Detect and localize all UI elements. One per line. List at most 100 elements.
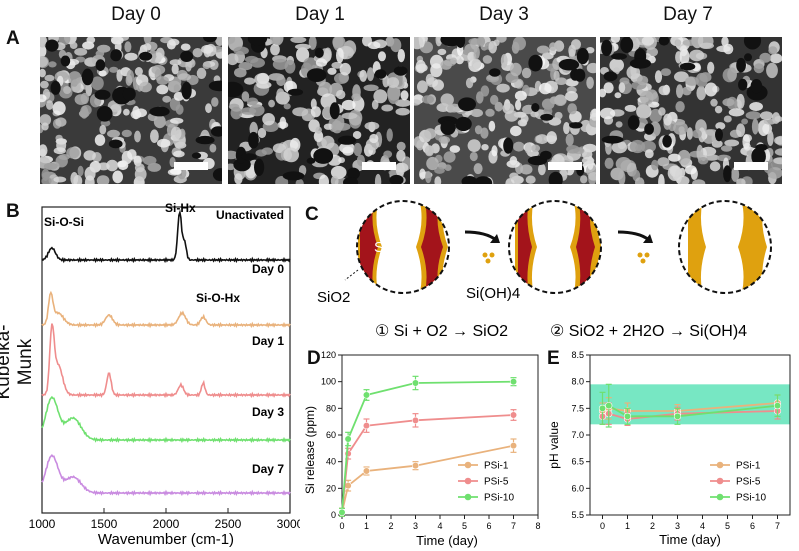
x-tick-label: 4 bbox=[437, 521, 442, 531]
sem-image-day1 bbox=[228, 37, 410, 184]
equation-2: ② SiO2 + 2H2O → Si(OH)4 bbox=[550, 323, 747, 340]
data-point bbox=[411, 416, 420, 424]
data-point bbox=[338, 508, 346, 516]
data-point bbox=[362, 422, 371, 430]
x-tick-label: 7 bbox=[511, 521, 516, 531]
y-tick-label: 20 bbox=[326, 483, 336, 493]
x-tick-label: 7 bbox=[775, 521, 780, 531]
label-sioh4: Si(OH)4 bbox=[466, 285, 520, 302]
panel-e-letter: E bbox=[547, 348, 560, 369]
x-tick-label: 0 bbox=[600, 521, 605, 531]
chart-e-ylabel: pH value bbox=[547, 421, 561, 469]
legend-label: PSi-5 bbox=[484, 477, 509, 488]
sem-image-day0 bbox=[40, 37, 222, 184]
legend-label: PSi-1 bbox=[736, 461, 761, 472]
x-tick-label: 6 bbox=[486, 521, 491, 531]
data-point bbox=[362, 467, 371, 475]
ftir-xlabel: Wavenumber (cm-1) bbox=[98, 531, 234, 548]
panel-b-letter: B bbox=[6, 201, 20, 222]
ftir-annotation-sio-si: Si-O-Si bbox=[44, 215, 84, 229]
ftir-xtick-label: 3000 bbox=[277, 517, 300, 531]
sem-texture-day1 bbox=[228, 37, 410, 184]
ftir-label-day3: Day 3 bbox=[252, 405, 284, 419]
ftir-trace-0 bbox=[41, 209, 291, 264]
sem-image-day3 bbox=[414, 37, 596, 184]
scale-bar bbox=[362, 162, 396, 170]
ftir-label-day1: Day 1 bbox=[252, 334, 284, 348]
ftir-xtick-label: 2000 bbox=[153, 517, 180, 531]
y-tick-label: 100 bbox=[321, 377, 336, 387]
ftir-label-unactivated: Unactivated bbox=[216, 208, 284, 222]
chart-frame bbox=[341, 354, 539, 516]
x-tick-label: 0 bbox=[339, 521, 344, 531]
label-si: Si bbox=[374, 239, 387, 256]
ph-chart: pH value Time (day) 0 1 2 3 4 5 6 7 5.5 6.0 6.5 7.0… bbox=[547, 350, 791, 547]
chart-e-xlabel: Time (day) bbox=[659, 532, 721, 547]
ftir-xtick-label: 1500 bbox=[91, 517, 118, 531]
scale-bar bbox=[734, 162, 768, 170]
chart-d-xlabel: Time (day) bbox=[416, 533, 478, 548]
panel-a-title-day3: Day 3 bbox=[479, 4, 529, 25]
data-point bbox=[623, 412, 632, 420]
y-tick-label: 40 bbox=[326, 457, 336, 467]
arrow-icon bbox=[617, 230, 650, 242]
legend-label: PSi-1 bbox=[484, 461, 509, 472]
x-tick-label: 1 bbox=[364, 521, 369, 531]
legend-label: PSi-10 bbox=[736, 493, 766, 504]
arrow-icon bbox=[464, 230, 497, 242]
y-tick-label: 0 bbox=[331, 510, 336, 520]
sem-texture-day7 bbox=[600, 37, 782, 184]
equation-1: ① Si + O2 → SiO2 bbox=[375, 323, 508, 340]
legend-label: PSi-10 bbox=[484, 493, 514, 504]
y-tick-label: 6.0 bbox=[571, 483, 584, 493]
y-tick-label: 8.0 bbox=[571, 377, 584, 387]
x-tick-label: 2 bbox=[650, 521, 655, 531]
x-tick-label: 5 bbox=[725, 521, 730, 531]
data-point bbox=[605, 402, 613, 410]
particle-dissolved bbox=[679, 201, 771, 293]
data-point bbox=[509, 442, 518, 450]
data-point bbox=[362, 391, 371, 399]
y-tick-label: 6.5 bbox=[571, 457, 584, 467]
ftir-xtick-label: 2500 bbox=[215, 517, 242, 531]
x-tick-label: 5 bbox=[462, 521, 467, 531]
ftir-plot: 1000 1500 2000 2500 3000 Si-O-Si Si-Hx Si-O-… bbox=[29, 201, 300, 548]
data-point bbox=[344, 435, 352, 443]
chart-frame bbox=[589, 354, 791, 516]
particle-fresh bbox=[357, 201, 449, 293]
ftir-annotation-si-hx: Si-Hx bbox=[165, 201, 196, 215]
particle-outline bbox=[678, 200, 772, 294]
panel-d-letter: D bbox=[307, 348, 321, 369]
dissolution-schematic: Si SiO2 Si(OH)4 ① Si + O2 → SiO2 ② SiO2 … bbox=[317, 200, 772, 340]
x-tick-label: 6 bbox=[750, 521, 755, 531]
panel-a-title-day7: Day 7 bbox=[663, 4, 713, 25]
ftir-label-day7: Day 7 bbox=[252, 462, 284, 476]
x-tick-label: 4 bbox=[700, 521, 705, 531]
ftir-xtick-label: 1000 bbox=[29, 517, 56, 531]
sem-texture-day0 bbox=[40, 37, 222, 184]
panel-c-letter: C bbox=[305, 204, 319, 225]
sem-image-day7 bbox=[600, 37, 782, 184]
y-tick-label: 7.0 bbox=[571, 430, 584, 440]
data-point bbox=[773, 402, 782, 410]
x-tick-label: 1 bbox=[625, 521, 630, 531]
y-tick-label: 120 bbox=[321, 350, 336, 360]
legend-label: PSi-5 bbox=[736, 477, 761, 488]
particle-outline bbox=[356, 200, 450, 294]
ftir-trace-3 bbox=[41, 395, 291, 444]
ftir-trace-1 bbox=[41, 290, 291, 329]
ftir-label-day0: Day 0 bbox=[252, 262, 284, 276]
data-point bbox=[598, 404, 607, 412]
x-tick-label: 2 bbox=[388, 521, 393, 531]
y-tick-label: 60 bbox=[326, 430, 336, 440]
ftir-trace-2 bbox=[41, 323, 291, 399]
ftir-annotation-si-o-hx: Si-O-Hx bbox=[196, 291, 240, 305]
particle-outline bbox=[508, 200, 602, 294]
chart-d-ylabel: Si release (ppm) bbox=[303, 406, 317, 494]
x-tick-label: 8 bbox=[535, 521, 540, 531]
panel-a-title-day1: Day 1 bbox=[295, 4, 345, 25]
x-tick-label: 3 bbox=[413, 521, 418, 531]
label-sio2: SiO2 bbox=[317, 289, 350, 306]
particle-partial bbox=[509, 201, 601, 293]
y-tick-label: 80 bbox=[326, 403, 336, 413]
